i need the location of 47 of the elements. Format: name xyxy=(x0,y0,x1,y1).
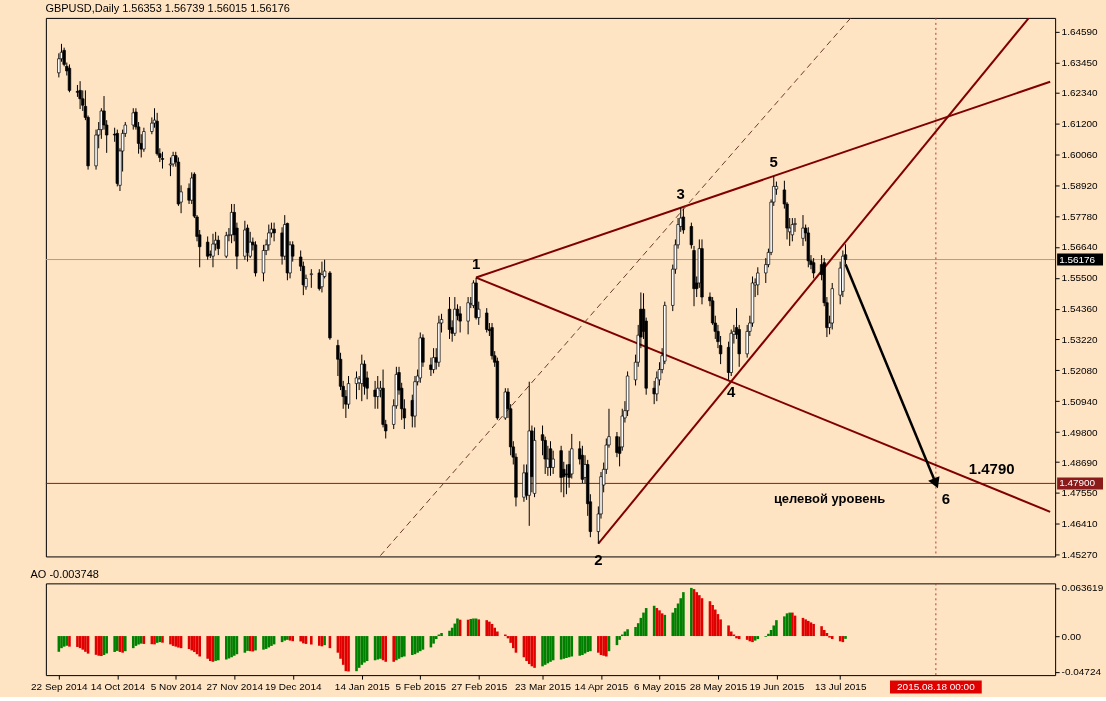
y-tick-label: 1.56640 xyxy=(1061,241,1099,253)
ref-line-label: 1.47900 xyxy=(1059,477,1096,489)
y-tick-label: 1.47550 xyxy=(1061,487,1099,499)
y-tick-label: 1.63450 xyxy=(1061,57,1099,69)
y-tick-label: 1.55500 xyxy=(1061,272,1099,284)
x-tick-label: 19 Dec 2014 xyxy=(264,680,322,692)
y-tick-label: 0.063619 xyxy=(1061,582,1104,594)
y-tick-label: 1.57780 xyxy=(1061,210,1099,222)
annotation: 4 xyxy=(727,382,737,400)
x-tick-label: 27 Nov 2014 xyxy=(206,680,264,692)
y-tick-label: 1.52080 xyxy=(1061,364,1099,376)
y-tick-label: 1.60060 xyxy=(1061,148,1099,160)
ref-line-label: 2015.08.18 00:00 xyxy=(897,681,976,693)
y-tick-label: 1.64590 xyxy=(1061,26,1099,38)
y-tick-label: 1.54360 xyxy=(1061,303,1099,315)
x-tick-label: 19 Jun 2015 xyxy=(749,680,805,692)
chart-title: AO -0.003748 xyxy=(30,567,99,580)
y-tick-label: 1.48690 xyxy=(1061,456,1099,468)
y-tick-label: 1.49800 xyxy=(1061,426,1099,438)
annotation: 1 xyxy=(471,254,481,272)
x-tick-label: 23 Mar 2015 xyxy=(515,680,572,692)
ref-line-label: 1.56176 xyxy=(1059,253,1096,265)
y-tick-label: 1.50940 xyxy=(1061,395,1099,407)
x-tick-label: 14 Jan 2015 xyxy=(334,680,391,692)
x-tick-label: 5 Nov 2014 xyxy=(150,680,203,692)
y-tick-label: 1.46410 xyxy=(1061,518,1099,530)
x-tick-label: 6 May 2015 xyxy=(633,680,687,692)
y-tick-label: 0.00 xyxy=(1061,630,1082,642)
x-tick-label: 14 Oct 2014 xyxy=(90,680,146,692)
x-tick-label: 5 Feb 2015 xyxy=(395,680,447,692)
annotation: 6 xyxy=(941,490,950,508)
x-tick-label: 28 May 2015 xyxy=(689,680,748,692)
annotation: целевой уровень xyxy=(773,491,886,507)
annotation: 5 xyxy=(769,153,778,171)
annotation: 1.4790 xyxy=(968,460,1015,478)
y-tick-label: -0.04724 xyxy=(1061,666,1102,678)
y-tick-label: 1.53220 xyxy=(1061,334,1099,345)
y-tick-label: 1.45270 xyxy=(1061,549,1099,561)
y-tick-label: 1.58920 xyxy=(1061,179,1099,191)
x-tick-label: 22 Sep 2014 xyxy=(31,680,89,692)
annotation: 3 xyxy=(676,184,685,202)
x-tick-label: 14 Apr 2015 xyxy=(574,680,629,692)
y-tick-label: 1.61200 xyxy=(1061,118,1099,130)
y-tick-label: 1.62340 xyxy=(1061,87,1099,99)
chart-title: GBPUSD,Daily 1.56353 1.56739 1.56015 1.56176 xyxy=(45,2,290,15)
x-tick-label: 27 Feb 2015 xyxy=(451,680,508,692)
x-tick-label: 13 Jul 2015 xyxy=(814,680,867,692)
